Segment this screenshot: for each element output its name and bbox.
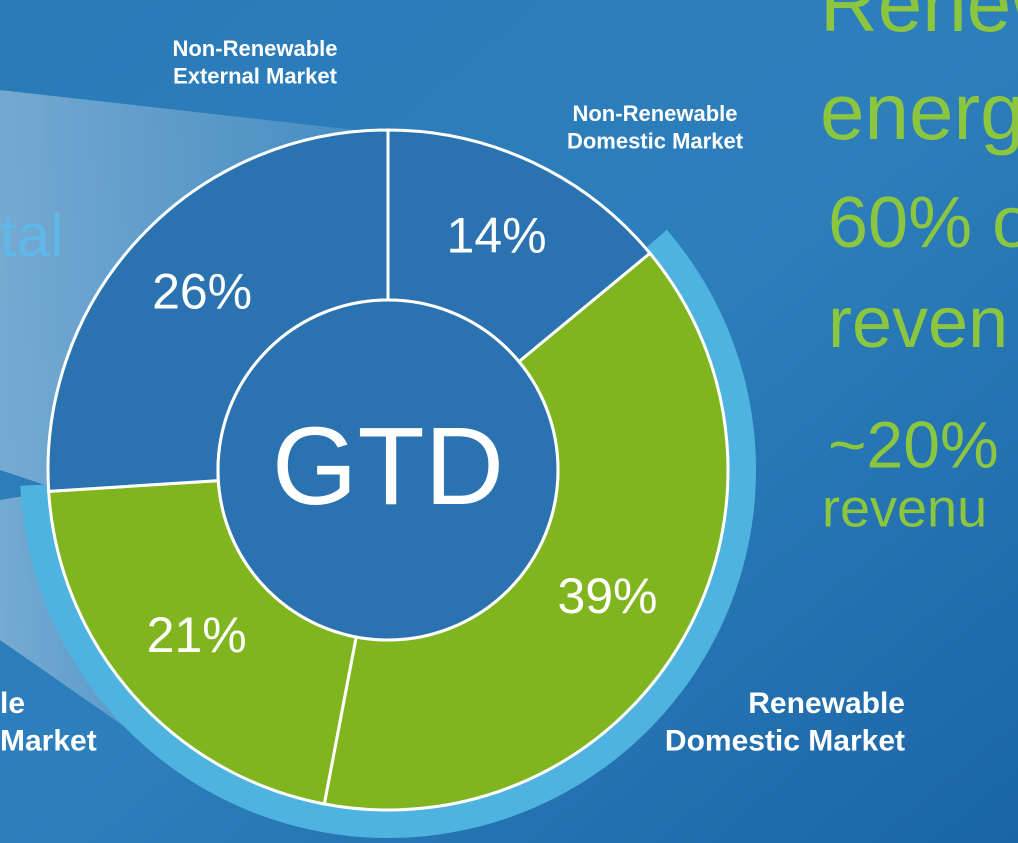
category-label: Non-Renewable Domestic Market	[567, 101, 744, 154]
category-label: Non-Renewable External Market	[172, 36, 337, 89]
headline-line: energy	[820, 67, 1018, 156]
headline-line: revenu	[822, 478, 987, 538]
donut-chart: 14% Non-Renewable Domestic Market 39% Renewa…	[0, 36, 905, 838]
value-label: 39%	[557, 568, 657, 624]
headline-line: ~20%	[828, 407, 999, 481]
headline-line: 60% o	[828, 183, 1018, 263]
category-label: Renewable Domestic Market	[665, 687, 905, 758]
left-text: tal	[0, 202, 63, 269]
headline-line: reven	[828, 283, 1008, 363]
highlight-ring	[20, 229, 756, 838]
value-label: 26%	[152, 264, 252, 320]
headline-line: Renew	[820, 0, 1018, 48]
value-label: 21%	[147, 607, 247, 663]
right-text: Renew energy 60% o reven ~20%revenu	[820, 0, 1018, 538]
center-label: GTD	[272, 405, 504, 528]
value-label: 14%	[447, 207, 547, 263]
center-circle	[216, 298, 560, 642]
category-label: le Market	[0, 687, 97, 758]
